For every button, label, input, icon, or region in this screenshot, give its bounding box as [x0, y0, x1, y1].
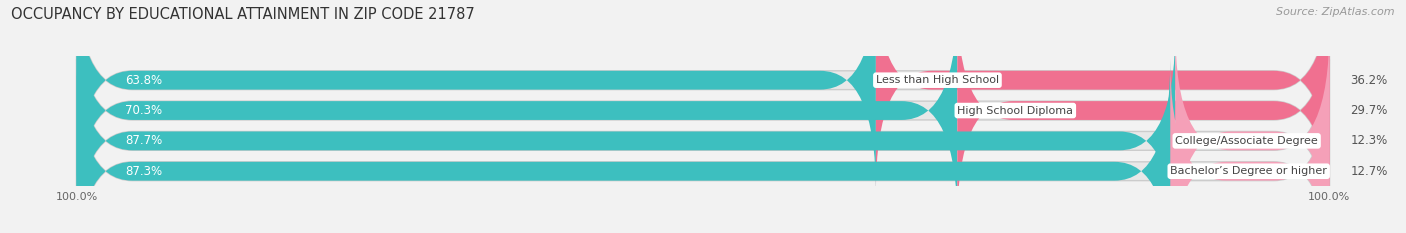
FancyBboxPatch shape	[77, 0, 1330, 192]
Text: 12.7%: 12.7%	[1350, 165, 1388, 178]
FancyBboxPatch shape	[77, 0, 957, 223]
Text: 87.7%: 87.7%	[125, 134, 163, 147]
Text: 70.3%: 70.3%	[125, 104, 163, 117]
Text: College/Associate Degree: College/Associate Degree	[1175, 136, 1317, 146]
FancyBboxPatch shape	[77, 59, 1170, 233]
Text: Source: ZipAtlas.com: Source: ZipAtlas.com	[1277, 7, 1395, 17]
Text: High School Diploma: High School Diploma	[957, 106, 1073, 116]
Text: 63.8%: 63.8%	[125, 74, 163, 87]
FancyBboxPatch shape	[957, 0, 1330, 223]
Text: Bachelor’s Degree or higher: Bachelor’s Degree or higher	[1170, 166, 1327, 176]
FancyBboxPatch shape	[77, 29, 1175, 233]
FancyBboxPatch shape	[1170, 59, 1330, 233]
FancyBboxPatch shape	[77, 59, 1330, 233]
FancyBboxPatch shape	[77, 0, 876, 192]
Text: OCCUPANCY BY EDUCATIONAL ATTAINMENT IN ZIP CODE 21787: OCCUPANCY BY EDUCATIONAL ATTAINMENT IN Z…	[11, 7, 475, 22]
Text: 29.7%: 29.7%	[1350, 104, 1388, 117]
Text: 87.3%: 87.3%	[125, 165, 163, 178]
Text: 36.2%: 36.2%	[1350, 74, 1388, 87]
FancyBboxPatch shape	[1175, 29, 1330, 233]
FancyBboxPatch shape	[876, 0, 1330, 192]
FancyBboxPatch shape	[77, 0, 1330, 223]
Text: Less than High School: Less than High School	[876, 75, 1000, 85]
Text: 12.3%: 12.3%	[1350, 134, 1388, 147]
FancyBboxPatch shape	[77, 29, 1330, 233]
